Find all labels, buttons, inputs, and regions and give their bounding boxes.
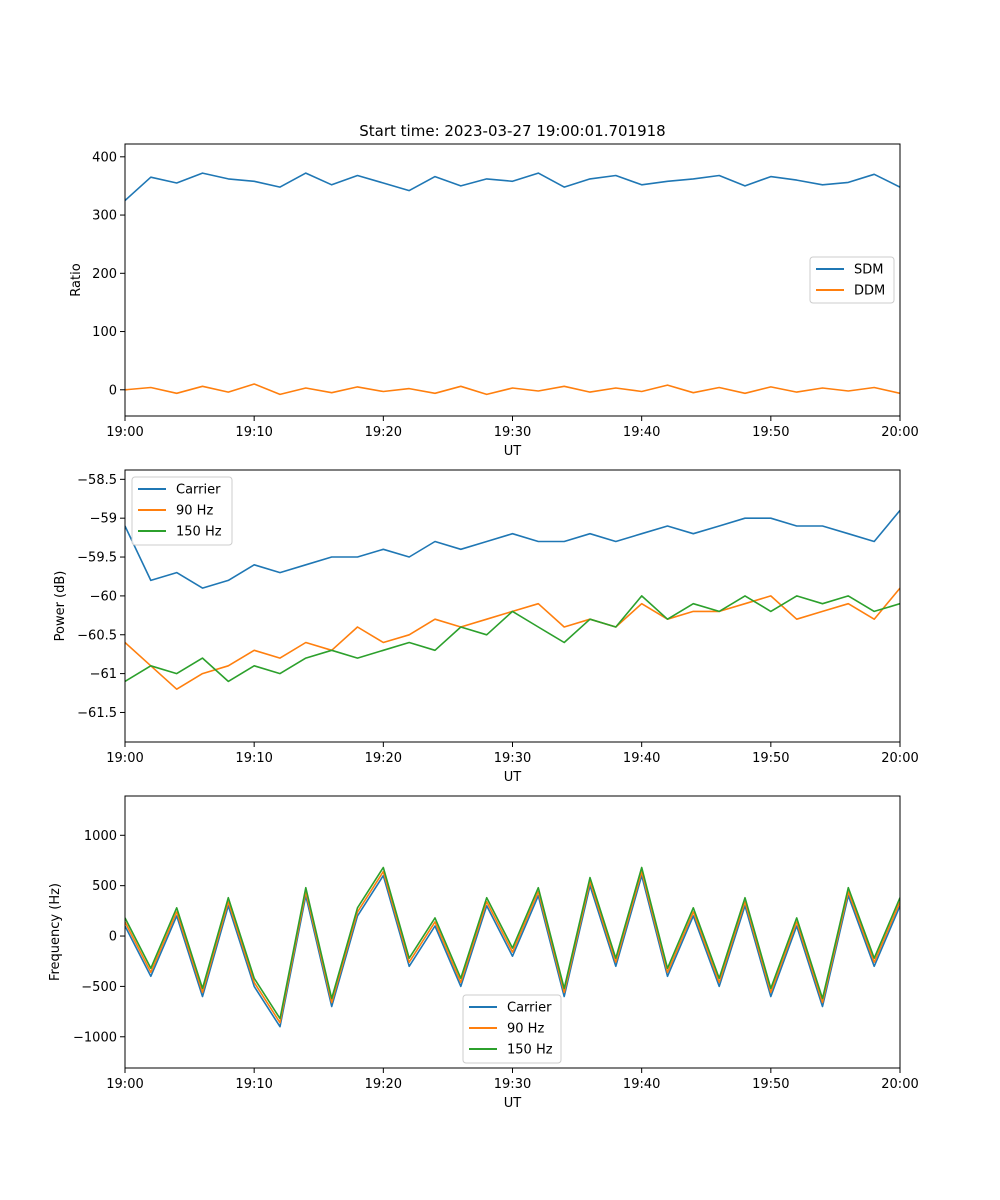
- legend: Carrier 90 Hz 150 Hz: [131, 476, 233, 546]
- y-tick-label: 300: [92, 209, 117, 224]
- legend-label: DDM: [854, 284, 885, 299]
- x-tick-label: 19:10: [235, 1077, 272, 1092]
- x-tick-label: 19:50: [752, 1077, 789, 1092]
- y-tick-label: 200: [92, 267, 117, 282]
- x-tick-label: 19:10: [235, 751, 272, 766]
- series-group: [125, 866, 900, 1028]
- x-tick-label: 19:20: [365, 1077, 402, 1092]
- y-tick-label: −59: [90, 512, 117, 527]
- chart-3: 19:00 19:10 19:20 19:30 19:40 19:50 20:00 −1000…: [48, 795, 919, 1111]
- y-tick-label: −1000: [73, 1030, 117, 1045]
- series-line-carrier: [125, 874, 900, 1028]
- x-tick-label: 19:40: [623, 751, 660, 766]
- legend: Carrier 90 Hz 150 Hz: [462, 994, 562, 1064]
- legend-label: 90 Hz: [507, 1022, 544, 1037]
- x-axis-label: UT: [504, 1096, 522, 1111]
- x-tick-label: 20:00: [881, 1077, 918, 1092]
- series-line-ddm: [125, 383, 900, 396]
- x-tick-label: 19:30: [494, 425, 531, 440]
- x-tick-label: 19:00: [106, 425, 143, 440]
- y-tick-label: 500: [92, 879, 117, 894]
- legend: SDM DDM: [809, 256, 895, 304]
- series-group: [125, 172, 900, 396]
- y-tick-label: −60.5: [77, 628, 117, 643]
- x-tick-label: 19:40: [623, 425, 660, 440]
- y-tick-label: 100: [92, 325, 117, 340]
- x-tick-label: 19:50: [752, 751, 789, 766]
- x-tick-label: 19:30: [494, 1077, 531, 1092]
- y-tick-label: −61.5: [77, 706, 117, 721]
- y-axis-label: Frequency (Hz): [48, 883, 63, 981]
- y-tick-label: −500: [81, 980, 117, 995]
- legend-box: [131, 476, 233, 546]
- x-tick-label: 19:00: [106, 1077, 143, 1092]
- x-tick-label: 19:00: [106, 751, 143, 766]
- legend-label: Carrier: [176, 483, 221, 498]
- x-tick-label: 19:30: [494, 751, 531, 766]
- y-tick-label: −60: [90, 589, 117, 604]
- x-tick-label: 20:00: [881, 425, 918, 440]
- legend-box: [462, 994, 562, 1064]
- y-tick-label: 0: [109, 383, 117, 398]
- y-tick-label: −61: [90, 667, 117, 682]
- y-tick-label: 1000: [84, 829, 117, 844]
- chart-2: 19:00 19:10 19:20 19:30 19:40 19:50 20:00 −61.5…: [53, 469, 919, 785]
- y-axis-label: Ratio: [69, 263, 84, 296]
- x-tick-label: 19:10: [235, 425, 272, 440]
- y-tick-label: 0: [109, 930, 117, 945]
- series-line-carrier: [125, 509, 900, 589]
- y-tick-label: 400: [92, 150, 117, 165]
- x-tick-label: 19:20: [365, 425, 402, 440]
- x-axis-label: UT: [504, 444, 522, 459]
- y-axis-label: Power (dB): [53, 571, 68, 642]
- x-tick-label: 20:00: [881, 751, 918, 766]
- y-tick-label: −58.5: [77, 473, 117, 488]
- plot-frame: [124, 143, 901, 417]
- plot-frame: [124, 469, 901, 743]
- chart-1: 19:00 19:10 19:20 19:30 19:40 19:50 20:00 0 100 2…: [69, 122, 919, 459]
- y-tick-label: −59.5: [77, 551, 117, 566]
- chart-title: Start time: 2023-03-27 19:00:01.701918: [359, 122, 665, 140]
- series-group: [125, 509, 900, 691]
- series-line-150-hz: [125, 866, 900, 1020]
- legend-label: 150 Hz: [507, 1043, 553, 1058]
- series-line-sdm: [125, 172, 900, 202]
- x-tick-label: 19:40: [623, 1077, 660, 1092]
- legend-label: SDM: [854, 263, 883, 278]
- x-tick-label: 19:50: [752, 425, 789, 440]
- series-line-150-hz: [125, 595, 900, 683]
- x-axis-label: UT: [504, 770, 522, 785]
- legend-label: 150 Hz: [176, 525, 222, 540]
- legend-label: 90 Hz: [176, 504, 213, 519]
- x-tick-label: 19:20: [365, 751, 402, 766]
- legend-label: Carrier: [507, 1001, 552, 1016]
- series-line-90-hz: [125, 870, 900, 1024]
